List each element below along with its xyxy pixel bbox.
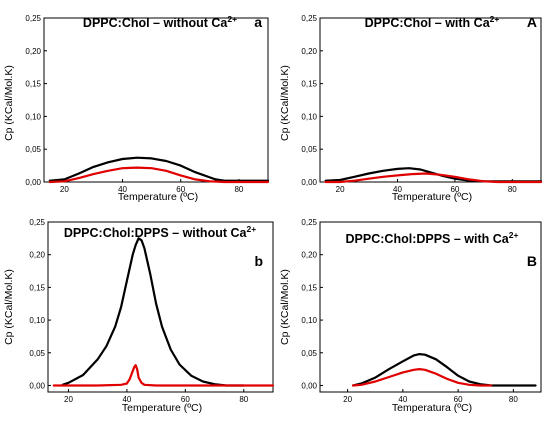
y-axis-title: Cp (KCal/Mol.K) — [3, 269, 15, 345]
panel-title: DPPC:Chol:DPPS – with Ca2+ — [346, 230, 519, 246]
chart-panel-1: 0,00 0,05 0,10 0,15 0,20 0,25 20 40 60 80 DPPC:Cho… — [3, 14, 270, 203]
x-tick-label: 80 — [509, 395, 518, 404]
panel-letter: A — [527, 14, 537, 30]
y-tick-label: 0,20 — [301, 251, 317, 260]
y-axis-title: Cp (KCal/Mol.K) — [3, 65, 15, 141]
x-tick-label: 20 — [343, 395, 352, 404]
y-tick-label: 0,15 — [301, 80, 317, 89]
y-tick-label: 0,25 — [301, 14, 317, 23]
y-tick-label: 0,10 — [25, 112, 41, 121]
y-tick-label: 0,15 — [29, 283, 45, 292]
plot-frame — [47, 221, 274, 393]
panel-letter: B — [527, 253, 537, 269]
panel-title: DPPC:Chol:DPPS – without Ca2+ — [64, 224, 256, 240]
panel-letter: a — [254, 14, 262, 30]
y-tick-label: 0,20 — [301, 47, 317, 56]
y-tick-label: 0,00 — [301, 178, 317, 187]
y-tick-label: 0,25 — [29, 218, 45, 227]
y-tick-label: 0,05 — [25, 145, 41, 154]
panel-title: DPPC:Chol – without Ca2+ — [83, 14, 237, 30]
x-tick-label: 20 — [64, 395, 73, 404]
panel-title-text: DPPC:Chol:DPPS – with Ca — [346, 232, 510, 246]
panel-title-text: DPPC:Chol – without Ca — [83, 16, 228, 30]
x-tick-label: 60 — [176, 185, 185, 194]
plot-frame — [43, 17, 269, 183]
panel-title: DPPC:Chol – with Ca2+ — [365, 14, 500, 30]
series-line-1 — [61, 237, 245, 387]
x-axis-title: Temperature (ºC) — [118, 191, 198, 203]
x-tick-label: 80 — [508, 185, 517, 194]
x-axis-title: Temperature (ºC) — [122, 402, 202, 414]
chart-panel-4: 0,00 0,05 0,10 0,15 0,20 0,25 20 40 60 80 DPPC:Cho… — [279, 218, 542, 414]
panel-title-superscript: 2+ — [490, 14, 500, 24]
series-line-2 — [52, 364, 275, 387]
y-tick-label: 0,25 — [301, 218, 317, 227]
y-tick-label: 0,15 — [301, 283, 317, 292]
panel-title-superscript: 2+ — [227, 14, 237, 24]
y-tick-label: 0,10 — [301, 316, 317, 325]
y-tick-label: 0,00 — [301, 381, 317, 390]
x-tick-label: 60 — [181, 395, 190, 404]
y-tick-label: 0,05 — [301, 349, 317, 358]
y-tick-label: 0,10 — [301, 112, 317, 121]
x-tick-label: 40 — [398, 395, 407, 404]
x-tick-label: 80 — [234, 185, 243, 194]
x-tick-label: 80 — [239, 395, 248, 404]
panel-title-superscript: 2+ — [509, 230, 519, 240]
x-tick-label: 60 — [454, 395, 463, 404]
chart-panel-2: 0,00 0,05 0,10 0,15 0,20 0,25 20 40 60 80 DPPC:Cho… — [279, 14, 543, 203]
x-tick-label: 60 — [450, 185, 459, 194]
y-tick-label: 0,05 — [29, 349, 45, 358]
series-line-1 — [48, 156, 270, 182]
y-axis-title: Cp (KCal/Mol.K) — [279, 269, 291, 345]
y-tick-label: 0,20 — [29, 251, 45, 260]
x-tick-label: 40 — [122, 395, 131, 404]
x-tick-label: 40 — [393, 185, 402, 194]
y-axis-title: Cp (KCal/Mol.K) — [279, 65, 291, 141]
plot-frame — [319, 221, 542, 393]
panel-title-text: DPPC:Chol:DPPS – without Ca — [64, 226, 248, 240]
panel-title-text: DPPC:Chol – with Ca — [365, 16, 491, 30]
y-tick-label: 0,15 — [25, 80, 41, 89]
series-line-2 — [324, 172, 543, 184]
panel-title-superscript: 2+ — [246, 224, 256, 234]
y-tick-label: 0,00 — [29, 381, 45, 390]
plot-frame — [319, 17, 542, 183]
series-line-2 — [48, 166, 270, 184]
x-axis-title: Temperature (ºC) — [392, 191, 472, 203]
series-line-2 — [352, 368, 493, 387]
x-tick-label: 40 — [118, 185, 127, 194]
y-tick-label: 0,10 — [29, 316, 45, 325]
y-tick-label: 0,00 — [25, 178, 41, 187]
y-tick-label: 0,20 — [25, 47, 41, 56]
x-tick-label: 20 — [60, 185, 69, 194]
y-tick-label: 0,25 — [25, 14, 41, 23]
y-tick-label: 0,05 — [301, 145, 317, 154]
x-axis-title: Temperatura (ºC) — [392, 402, 472, 414]
chart-panel-3: 0,00 0,05 0,10 0,15 0,20 0,25 20 40 60 80 DPPC:Cho… — [3, 218, 275, 414]
x-tick-label: 20 — [336, 185, 345, 194]
panel-letter: b — [254, 253, 263, 269]
